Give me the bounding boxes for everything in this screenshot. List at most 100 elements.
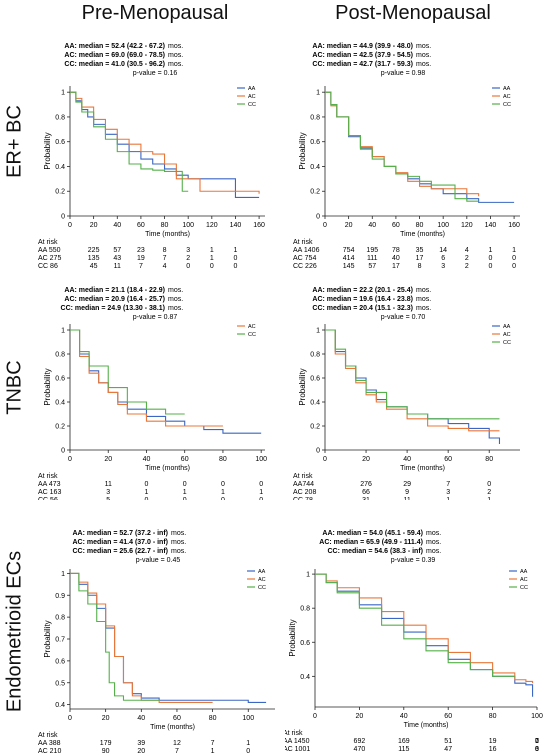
- at-risk-cell: 4: [163, 263, 167, 270]
- median-unit: mos.: [168, 305, 183, 312]
- at-risk-cell: 6: [535, 746, 539, 753]
- x-tick-label: 100: [531, 713, 543, 720]
- at-risk-cell: 414: [343, 255, 355, 262]
- km-curve-cc: [70, 572, 160, 701]
- y-tick-label: 0.5: [55, 680, 65, 687]
- at-risk-cell: 8: [163, 247, 167, 254]
- at-risk-cell: 90: [102, 748, 110, 753]
- at-risk-cell: 0: [259, 497, 263, 500]
- at-risk-cell: 2: [487, 489, 491, 496]
- p-value: p-value = 0.39: [391, 557, 436, 564]
- y-tick-label: 0.8: [55, 352, 65, 359]
- p-value: p-value = 0.45: [136, 557, 181, 564]
- median-unit: mos.: [416, 305, 431, 312]
- median-stat: AC: median = 20.9 (16.4 - 25.7): [64, 296, 165, 303]
- median-stat: CC: median = 20.4 (15.1 - 32.3): [312, 305, 413, 312]
- x-tick-label: 80: [416, 222, 424, 229]
- km-curve-cc: [325, 91, 479, 202]
- y-tick-label: 0.6: [310, 139, 320, 146]
- y-tick-label: 0: [316, 448, 320, 455]
- x-axis-label: Time (months): [404, 722, 449, 729]
- at-risk-cell: AC 1001: [285, 746, 310, 753]
- legend-label: AA: [503, 324, 511, 330]
- y-tick-label: 0: [316, 214, 320, 221]
- at-risk-cell: 1: [145, 489, 149, 496]
- x-tick-label: 40: [400, 713, 408, 720]
- at-risk-cell: 0: [535, 746, 539, 753]
- x-tick-label: 0: [68, 222, 72, 229]
- at-risk-cell: 1: [211, 748, 215, 753]
- legend-label: AC: [248, 94, 256, 100]
- at-risk-cell: 7: [211, 740, 215, 747]
- at-risk-cell: 19: [137, 255, 145, 262]
- at-risk-cell: 0: [183, 481, 187, 488]
- x-tick-label: 60: [181, 456, 189, 463]
- km-panel-endo-post: AA: median = 54.0 (45.1 - 59.4) mos.AC: m…: [285, 530, 543, 753]
- y-tick-label: 0.2: [310, 189, 320, 196]
- y-axis-label: Probability: [288, 619, 297, 656]
- km-panel-tnbc-pre: AA: median = 21.1 (18.4 - 22.9) mos.AC: m…: [38, 287, 267, 500]
- at-risk-cell: 179: [100, 740, 112, 747]
- x-tick-label: 40: [137, 715, 145, 722]
- at-risk-cell: 1: [210, 247, 214, 254]
- at-risk-cell: AA 388: [38, 740, 61, 747]
- at-risk-cell: 7: [163, 255, 167, 262]
- x-tick-label: 20: [104, 456, 112, 463]
- p-value: p-value = 0.98: [381, 70, 426, 77]
- at-risk-cell: CC 78: [293, 497, 313, 500]
- x-tick-label: 140: [485, 222, 497, 229]
- at-risk-cell: AA 1406: [293, 247, 320, 254]
- at-risk-cell: 0: [487, 481, 491, 488]
- median-unit: mos.: [416, 61, 431, 68]
- x-tick-label: 160: [508, 222, 520, 229]
- at-risk-cell: 195: [366, 247, 378, 254]
- at-risk-cell: 1: [489, 247, 493, 254]
- median-unit: mos.: [168, 43, 183, 50]
- at-risk-cell: 1: [446, 497, 450, 500]
- at-risk-cell: 692: [354, 738, 366, 745]
- km-curve-aa: [325, 329, 501, 444]
- y-tick-label: 1: [306, 572, 310, 579]
- at-risk-cell: 0: [221, 497, 225, 500]
- at-risk-cell: 470: [354, 746, 366, 753]
- km-curve-cc: [70, 329, 185, 415]
- at-risk-cell: 17: [416, 255, 424, 262]
- y-tick-label: 0.6: [55, 658, 65, 665]
- median-stat: AC: median = 42.5 (37.9 - 54.5): [312, 52, 413, 59]
- at-risk-label: At risk: [285, 730, 303, 737]
- at-risk-cell: 35: [416, 247, 424, 254]
- legend-label: AA: [503, 86, 511, 92]
- at-risk-cell: 0: [234, 263, 238, 270]
- x-tick-label: 0: [323, 456, 327, 463]
- p-value: p-value = 0.70: [381, 314, 426, 321]
- at-risk-cell: AA 550: [38, 247, 61, 254]
- x-tick-label: 20: [362, 456, 370, 463]
- at-risk-cell: CC 86: [38, 263, 58, 270]
- median-stat: AA: median = 52.4 (42.2 - 67.2): [64, 43, 165, 50]
- x-tick-label: 60: [392, 222, 400, 229]
- at-risk-cell: 0: [234, 255, 238, 262]
- at-risk-cell: 1: [535, 738, 539, 745]
- median-stat: AA: median = 22.2 (20.1 - 25.4): [312, 287, 413, 294]
- x-tick-label: 120: [206, 222, 218, 229]
- x-tick-label: 40: [403, 456, 411, 463]
- at-risk-cell: 7: [139, 263, 143, 270]
- at-risk-cell: 8: [418, 263, 422, 270]
- at-risk-cell: 20: [137, 748, 145, 753]
- at-risk-cell: 1: [487, 497, 491, 500]
- at-risk-cell: AA744: [293, 481, 314, 488]
- km-curve-ac: [70, 91, 260, 194]
- at-risk-cell: AC 210: [38, 748, 61, 753]
- at-risk-cell: 23: [137, 247, 145, 254]
- at-risk-cell: 2: [465, 255, 469, 262]
- at-risk-cell: CC 56: [38, 497, 58, 500]
- median-unit: mos.: [426, 548, 441, 555]
- km-curve-cc: [70, 91, 189, 192]
- median-stat: AA: median = 54.0 (45.1 - 59.4): [322, 530, 423, 537]
- x-tick-label: 100: [437, 222, 449, 229]
- at-risk-cell: 9: [405, 489, 409, 496]
- median-stat: CC: median = 24.9 (13.30 - 38.1): [61, 305, 165, 312]
- x-tick-label: 40: [113, 222, 121, 229]
- km-curve-ac: [325, 329, 500, 432]
- at-risk-cell: 0: [535, 738, 539, 745]
